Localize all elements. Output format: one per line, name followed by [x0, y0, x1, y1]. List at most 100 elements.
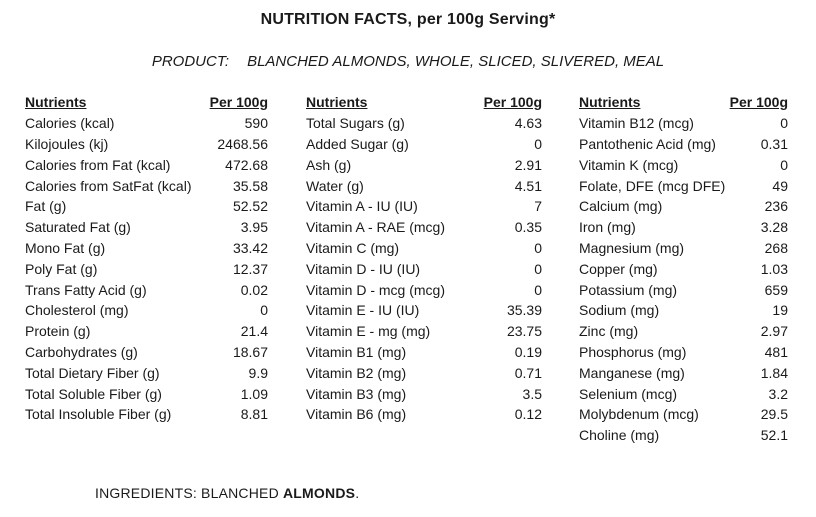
document-title: NUTRITION FACTS, per 100g Serving*: [260, 11, 556, 28]
nutrient-row: Calories (kcal) 590: [25, 113, 268, 134]
nutrient-value: 12.37: [232, 260, 268, 277]
nutrient-label: Cholesterol (mg): [25, 302, 129, 319]
nutrient-value: 8.81: [240, 406, 268, 423]
nutrient-label: Vitamin E - IU (IU): [306, 302, 420, 319]
nutrient-row: Vitamin B6 (mg) 0.12: [306, 404, 542, 425]
nutrient-row: Vitamin A - RAE (mcg) 0.35: [306, 217, 542, 238]
column-header-row: Nutrients Per 100g: [25, 92, 268, 113]
nutrient-row: Calcium (mg) 236: [579, 196, 788, 217]
nutrient-row: Cholesterol (mg) 0: [25, 300, 268, 321]
nutrient-value: 0: [780, 156, 788, 173]
nutrients-header: Nutrients: [25, 94, 87, 111]
nutrient-value: 2.91: [514, 156, 542, 173]
nutrient-value: 23.75: [506, 323, 542, 340]
nutrient-value: 0: [534, 239, 542, 256]
nutrients-column-1: Nutrients Per 100g Calories (kcal) 590 Kiloj…: [25, 92, 268, 425]
nutrient-value: 590: [244, 115, 268, 132]
nutrient-label: Sodium (mg): [579, 302, 660, 319]
nutrient-value: 268: [764, 239, 788, 256]
nutrient-value: 21.4: [240, 323, 268, 340]
nutrient-row: Total Soluble Fiber (g) 1.09: [25, 383, 268, 404]
nutrient-label: Iron (mg): [579, 219, 636, 236]
nutrient-row: Vitamin E - IU (IU) 35.39: [306, 300, 542, 321]
nutrient-row: Ash (g) 2.91: [306, 154, 542, 175]
nutrients-column-3: Nutrients Per 100g Vitamin B12 (mcg) 0 Panto…: [579, 92, 788, 446]
nutrient-label: Ash (g): [306, 156, 352, 173]
nutrient-value: 52.1: [760, 427, 788, 444]
per-100g-header: Per 100g: [729, 94, 788, 111]
nutrient-label: Vitamin A - RAE (mcg): [306, 219, 446, 236]
nutrient-label: Molybdenum (mcg): [579, 406, 699, 423]
nutrient-row: Protein (g) 21.4: [25, 321, 268, 342]
nutrient-row: Choline (mg) 52.1: [579, 425, 788, 446]
nutrient-label: Pantothenic Acid (mg): [579, 135, 716, 152]
nutrient-value: 3.2: [768, 385, 788, 402]
nutrient-row: Trans Fatty Acid (g) 0.02: [25, 279, 268, 300]
nutrient-row: Zinc (mg) 2.97: [579, 321, 788, 342]
nutrient-label: Zinc (mg): [579, 323, 639, 340]
nutrient-row: Kilojoules (kj) 2468.56: [25, 134, 268, 155]
nutrient-value: 1.09: [240, 385, 268, 402]
nutrient-label: Saturated Fat (g): [25, 219, 131, 236]
ingredients-suffix: .: [355, 485, 360, 501]
nutrient-row: Vitamin E - mg (mg) 23.75: [306, 321, 542, 342]
nutrient-value: 0.19: [514, 343, 542, 360]
nutrient-label: Manganese (mg): [579, 364, 685, 381]
nutrient-label: Kilojoules (kj): [25, 135, 109, 152]
nutrient-row: Pantothenic Acid (mg) 0.31: [579, 134, 788, 155]
nutrient-row: Iron (mg) 3.28: [579, 217, 788, 238]
nutrient-value: 472.68: [225, 156, 268, 173]
nutrient-value: 3.28: [760, 219, 788, 236]
nutrient-label: Mono Fat (g): [25, 239, 106, 256]
nutrient-label: Total Dietary Fiber (g): [25, 364, 160, 381]
nutrient-label: Water (g): [306, 177, 364, 194]
nutrient-value: 0.31: [760, 135, 788, 152]
nutrient-value: 481: [764, 343, 788, 360]
ingredients-line: INGREDIENTS: BLANCHED ALMONDS.: [95, 485, 359, 501]
product-value: BLANCHED ALMONDS, WHOLE, SLICED, SLIVERE…: [247, 53, 665, 70]
nutrient-row: Mono Fat (g) 33.42: [25, 238, 268, 259]
nutrient-label: Choline (mg): [579, 427, 660, 444]
nutrient-row: Total Insoluble Fiber (g) 8.81: [25, 404, 268, 425]
nutrient-value: 1.84: [760, 364, 788, 381]
nutrient-value: 19: [772, 302, 788, 319]
nutrient-value: 0.02: [240, 281, 268, 298]
nutrient-label: Potassium (mg): [579, 281, 678, 298]
nutrient-label: Selenium (mcg): [579, 385, 678, 402]
nutrient-value: 49: [772, 177, 788, 194]
nutrients-header: Nutrients: [306, 94, 368, 111]
nutrient-value: 0.35: [514, 219, 542, 236]
nutrient-row: Added Sugar (g) 0: [306, 134, 542, 155]
nutrient-row: Sodium (mg) 19: [579, 300, 788, 321]
nutrient-value: 9.9: [248, 364, 268, 381]
nutrient-label: Calories (kcal): [25, 115, 115, 132]
nutrient-label: Vitamin B12 (mcg): [579, 115, 694, 132]
nutrient-value: 0.12: [514, 406, 542, 423]
nutrient-label: Magnesium (mg): [579, 239, 685, 256]
nutrient-value: 0: [534, 281, 542, 298]
nutrient-label: Vitamin K (mcg): [579, 156, 679, 173]
nutrient-row: Vitamin B3 (mg) 3.5: [306, 383, 542, 404]
nutrient-row: Potassium (mg) 659: [579, 279, 788, 300]
nutrient-row: Saturated Fat (g) 3.95: [25, 217, 268, 238]
nutrient-label: Carbohydrates (g): [25, 343, 138, 360]
nutrient-row: Vitamin C (mg) 0: [306, 238, 542, 259]
nutrient-label: Folate, DFE (mcg DFE): [579, 177, 726, 194]
column-header-row: Nutrients Per 100g: [579, 92, 788, 113]
nutrient-row: Vitamin B12 (mcg) 0: [579, 113, 788, 134]
nutrient-value: 29.5: [760, 406, 788, 423]
nutrient-row: Water (g) 4.51: [306, 175, 542, 196]
nutrient-value: 3.95: [240, 219, 268, 236]
nutrient-label: Total Sugars (g): [306, 115, 405, 132]
nutrient-row: Vitamin D - IU (IU) 0: [306, 258, 542, 279]
nutrient-label: Fat (g): [25, 198, 67, 215]
nutrient-label: Poly Fat (g): [25, 260, 98, 277]
nutrient-row: Molybdenum (mcg) 29.5: [579, 404, 788, 425]
nutrient-row: Poly Fat (g) 12.37: [25, 258, 268, 279]
nutrient-value: 35.39: [506, 302, 542, 319]
nutrient-value: 0: [534, 135, 542, 152]
nutrient-value: 236: [764, 198, 788, 215]
product-label: PRODUCT:: [151, 53, 230, 70]
nutrient-label: Vitamin D - mcg (mcg): [306, 281, 445, 298]
